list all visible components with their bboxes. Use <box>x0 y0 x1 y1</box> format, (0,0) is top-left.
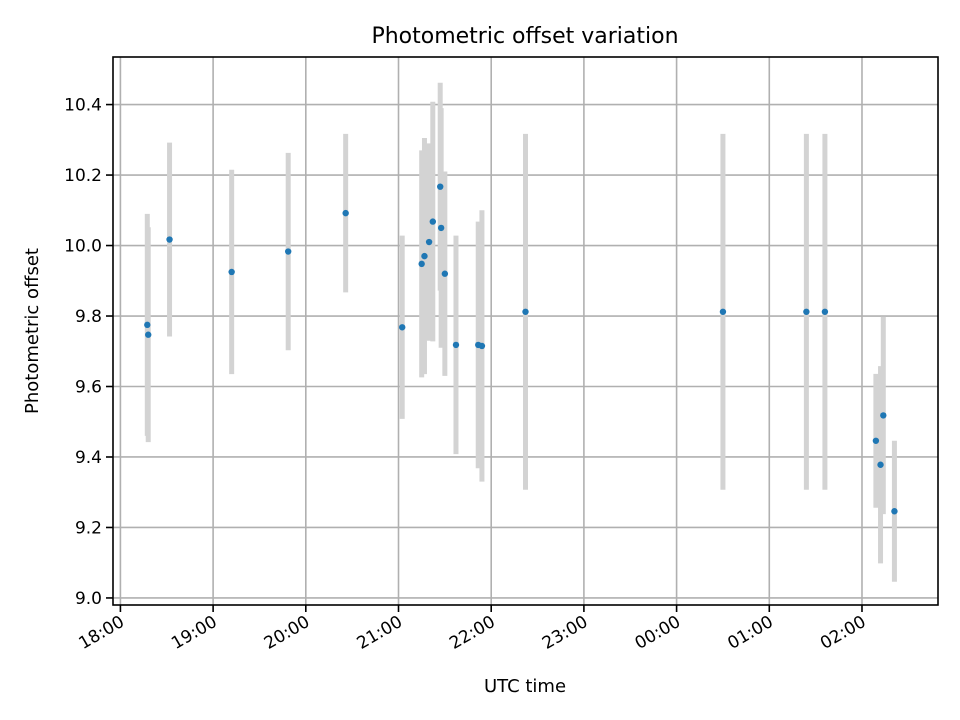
plot-frame <box>112 56 939 606</box>
data-point <box>803 308 810 315</box>
data-point <box>437 224 445 232</box>
y-tick-label: 9.4 <box>75 448 102 468</box>
data-point <box>877 461 884 468</box>
data-point <box>342 209 349 217</box>
y-tick-label: 10.2 <box>64 166 102 186</box>
data-point <box>437 183 444 190</box>
data-point <box>719 308 727 315</box>
y-tick-label: 9.2 <box>75 518 102 538</box>
y-tick-label: 10.0 <box>64 237 102 257</box>
data-point <box>880 412 887 419</box>
data-point <box>872 437 880 444</box>
data-point <box>399 324 406 331</box>
data-point <box>418 260 425 268</box>
data-point <box>284 248 292 255</box>
y-axis-label: Photometric offset <box>22 248 43 414</box>
data-points <box>144 183 898 515</box>
data-point <box>821 308 829 315</box>
y-axis-ticks: 9.0 9.2 9.4 9.6 9.8 10.0 10.2 10.4 <box>64 96 113 609</box>
y-tick-label: 10.4 <box>64 96 102 116</box>
data-point <box>425 238 433 246</box>
x-axis-label: UTC time <box>484 676 566 697</box>
data-point <box>891 508 898 515</box>
data-point <box>522 308 529 315</box>
data-point <box>145 331 152 338</box>
data-point <box>421 252 428 260</box>
data-point <box>429 218 437 225</box>
data-point <box>441 270 449 277</box>
data-point <box>228 268 235 276</box>
y-tick-label: 9.0 <box>75 589 102 609</box>
data-point <box>166 236 173 243</box>
data-point <box>144 321 151 329</box>
data-point <box>452 341 460 349</box>
data-point <box>478 342 486 350</box>
y-tick-label: 9.8 <box>75 307 102 327</box>
y-tick-label: 9.6 <box>75 378 102 398</box>
chart-title: Photometric offset variation <box>371 24 678 49</box>
